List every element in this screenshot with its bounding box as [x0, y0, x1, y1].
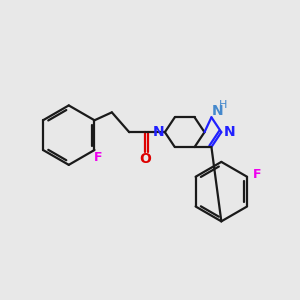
- Text: O: O: [139, 152, 151, 166]
- Text: N: N: [153, 125, 165, 139]
- Text: F: F: [94, 152, 103, 164]
- Text: F: F: [253, 168, 261, 181]
- Text: N: N: [224, 125, 235, 139]
- Text: H: H: [219, 100, 227, 110]
- Text: N: N: [212, 104, 223, 118]
